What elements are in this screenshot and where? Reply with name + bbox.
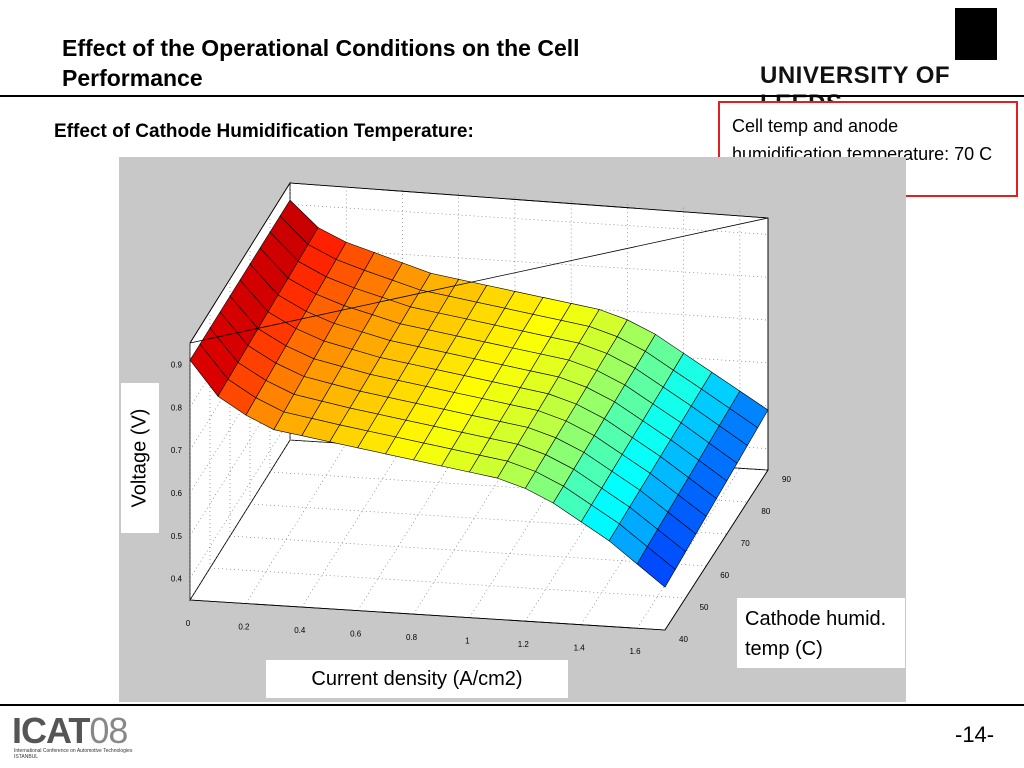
y-tick-label: 0.9 bbox=[171, 360, 183, 369]
box-edge bbox=[189, 182, 291, 344]
slide-title: Effect of the Operational Conditions on … bbox=[62, 35, 580, 91]
z-tick-label: 90 bbox=[782, 475, 791, 484]
x-tick-label: 0.2 bbox=[238, 623, 250, 632]
x-tick-label: 1.4 bbox=[574, 644, 586, 653]
x-tick-label: 0.8 bbox=[406, 633, 418, 642]
y-tick-label: 0.5 bbox=[171, 532, 183, 541]
box-edge bbox=[189, 599, 666, 631]
box-edge bbox=[289, 182, 769, 219]
x-tick-label: 1 bbox=[465, 637, 470, 646]
z-axis-label: Cathode humid. temp (C) bbox=[737, 598, 905, 668]
z-tick-label: 70 bbox=[741, 539, 750, 548]
x-tick-label: 0.6 bbox=[350, 630, 362, 639]
surface-plot: 0.4 0.5 0.6 0.7 0.8 0.9 0 0.2 0.4 0.6 0.8 1 1.2 1.4 1.… bbox=[171, 181, 791, 656]
page-number: -14- bbox=[955, 722, 995, 747]
x-tick-label: 1.6 bbox=[629, 647, 641, 656]
x-tick-label: 0.4 bbox=[294, 626, 306, 635]
university-tower-logo bbox=[955, 8, 997, 60]
z-tick-label: 80 bbox=[761, 507, 770, 516]
icat-logo-text: ICAT08 bbox=[12, 710, 128, 751]
x-axis-label: Current density (A/cm2) bbox=[266, 660, 568, 698]
x-tick-label: 1.2 bbox=[518, 640, 530, 649]
header-divider bbox=[0, 95, 1024, 97]
footer-divider bbox=[0, 704, 1024, 706]
surface-patch bbox=[636, 546, 676, 588]
y-tick-label: 0.6 bbox=[171, 489, 183, 498]
y-axis-label: Voltage (V) bbox=[128, 408, 151, 508]
x-tick-label: 0 bbox=[186, 619, 191, 628]
icat-logo-subtext: International Conference on Automotive T… bbox=[14, 748, 133, 760]
z-tick-label: 40 bbox=[679, 635, 688, 644]
box-edge bbox=[189, 217, 769, 344]
y-tick-label: 0.7 bbox=[171, 446, 183, 455]
y-tick-label: 0.4 bbox=[171, 575, 183, 584]
y-tick-label: 0.8 bbox=[171, 403, 183, 412]
y-axis-label-box: Voltage (V) bbox=[121, 383, 159, 533]
icat-logo: ICAT08 International Conference on Autom… bbox=[12, 710, 132, 762]
box-edge bbox=[664, 469, 769, 631]
z-tick-label: 60 bbox=[720, 571, 729, 580]
slide-subtitle: Effect of Cathode Humidification Tempera… bbox=[54, 121, 474, 142]
z-tick-label: 50 bbox=[700, 603, 709, 612]
